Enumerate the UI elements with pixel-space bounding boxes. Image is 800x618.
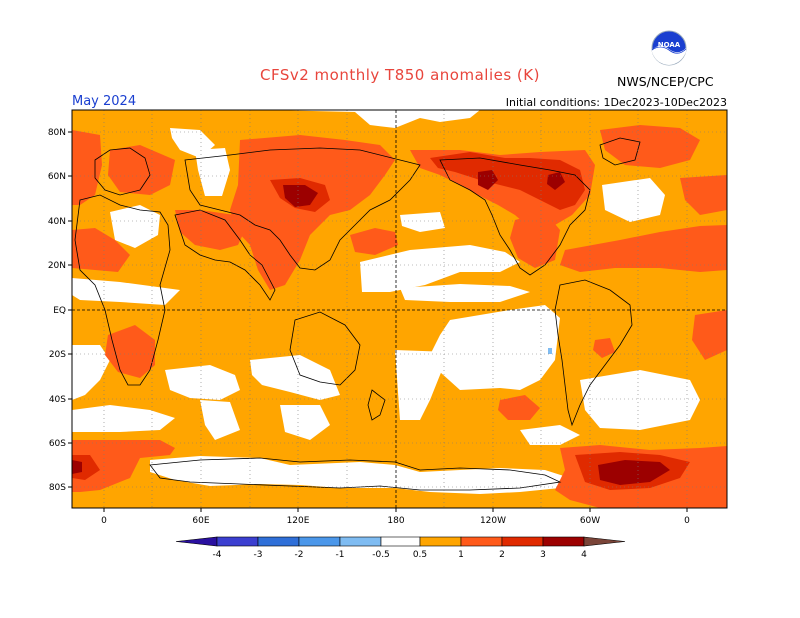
lat-label: 80N — [48, 128, 66, 138]
lat-label: EQ — [53, 306, 66, 316]
lat-labels: 80N 60N 40N 20N EQ 20S 40S 60S 80S — [48, 128, 66, 493]
very-high-anomaly-regions — [72, 170, 670, 485]
lat-label: 40S — [49, 395, 66, 405]
colorbar-tick-label: -3 — [254, 550, 263, 560]
colorbar-tick-label: -0.5 — [372, 550, 390, 560]
map-frame — [71, 109, 728, 509]
lon-label: 0 — [101, 516, 107, 526]
lat-label: 80S — [49, 483, 66, 493]
colorbar-tick-label: 0.5 — [413, 550, 427, 560]
lat-label: 40N — [48, 217, 66, 227]
lon-ticks — [103, 508, 688, 512]
colorbar-segment — [257, 536, 300, 547]
lon-label: 120W — [480, 516, 506, 526]
agency-label: NWS/NCEP/CPC — [617, 74, 714, 89]
colorbar-segment — [298, 536, 341, 547]
lat-label: 20N — [48, 261, 66, 271]
lat-label: 60N — [48, 172, 66, 182]
colorbar-segment — [216, 536, 259, 547]
colorbar-tick-label: 1 — [458, 550, 464, 560]
colorbar-tick-label: -4 — [213, 550, 222, 560]
initial-conditions: Initial conditions: 1Dec2023-10Dec2023 — [505, 96, 727, 109]
lat-ticks — [68, 131, 72, 488]
lon-label: 60W — [580, 516, 600, 526]
lon-label: 180 — [387, 516, 404, 526]
noaa-logo: NOAA — [651, 30, 687, 70]
colorbar-tick-label: 2 — [499, 550, 505, 560]
negative-anomaly-patch — [548, 348, 552, 354]
colorbar — [175, 536, 626, 547]
colorbar-segment — [339, 536, 382, 547]
colorbar-segment — [542, 536, 585, 547]
forecast-month: May 2024 — [72, 94, 137, 109]
map-title: CFSv2 monthly T850 anomalies (K) — [260, 66, 540, 84]
anomaly-field — [72, 110, 727, 508]
lat-label: 20S — [49, 350, 66, 360]
lon-label: 120E — [287, 516, 310, 526]
colorbar-tick-label: 3 — [540, 550, 546, 560]
colorbar-labels: -4 -3 -2 -1 -0.5 0.5 1 2 3 4 — [213, 550, 588, 560]
colorbar-arrow-high — [583, 536, 626, 547]
lat-label: 60S — [49, 439, 66, 449]
lon-label: 0 — [684, 516, 690, 526]
colorbar-arrow-low — [175, 536, 218, 547]
colorbar-tick-label: -2 — [295, 550, 304, 560]
near-normal-regions — [72, 110, 700, 494]
colorbar-segment — [419, 536, 462, 547]
colorbar-segment — [501, 536, 544, 547]
colorbar-segment — [460, 536, 503, 547]
lon-labels: 0 60E 120E 180 120W 60W 0 — [101, 516, 690, 526]
logo-text: NOAA — [658, 41, 681, 49]
colorbar-segment — [380, 536, 421, 547]
colorbar-tick-label: -1 — [336, 550, 345, 560]
lon-label: 60E — [192, 516, 209, 526]
colorbar-tick-label: 4 — [581, 550, 587, 560]
anomaly-base — [72, 110, 727, 508]
